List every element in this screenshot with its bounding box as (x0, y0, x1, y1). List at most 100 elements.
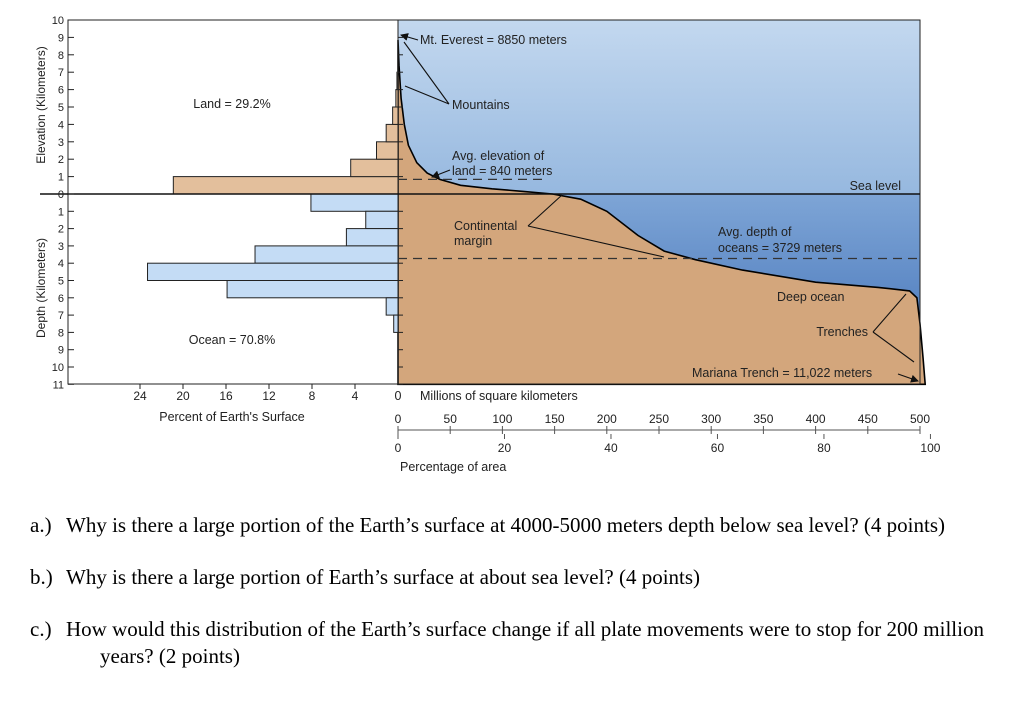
continental-margin-label-2: margin (454, 234, 492, 248)
land-bar-5 (395, 89, 399, 108)
elev-tick-6: 4 (58, 119, 64, 131)
ocean-bar-1 (365, 210, 399, 230)
elev-tick-10: 0 (58, 189, 64, 201)
depth-axis-label: Depth (Kilometers) (34, 238, 48, 338)
pa-tick-5: 100 (920, 441, 940, 455)
ocean-bar-4 (147, 262, 399, 282)
avg-depth-label-2: oceans = 3729 meters (718, 241, 842, 255)
area-tick-3: 150 (545, 412, 565, 426)
elev-tick-8: 2 (58, 154, 64, 166)
ocean-bar-7 (393, 314, 399, 333)
area-tick-9: 450 (858, 412, 878, 426)
area-tick-8: 400 (806, 412, 826, 426)
percent-surface-label: Percent of Earth's Surface (159, 410, 305, 424)
question-a-text: Why is there a large portion of the Eart… (66, 513, 945, 537)
question-a-label: a.) (30, 513, 52, 537)
everest-arrow (400, 33, 419, 41)
area-axis-zero: 0 (395, 389, 402, 403)
vertical-ruler (398, 19, 403, 385)
depth-tick-0: 1 (58, 206, 64, 218)
depth-tick-4: 5 (58, 276, 64, 288)
ocean-bar-5 (226, 280, 399, 299)
depth-tick-6: 7 (58, 310, 64, 322)
elev-tick-9: 1 (58, 172, 64, 184)
question-c-label: c.) (30, 617, 52, 641)
crust-area (397, 39, 927, 386)
question-b: b.) Why is there a large portion of Earth… (30, 564, 1010, 591)
pa-tick-0: 0 (395, 441, 402, 455)
depth-tick-3: 4 (58, 258, 64, 270)
land-bars (172, 71, 399, 195)
pct-tick-3: 12 (262, 389, 276, 403)
elev-tick-4: 6 (58, 85, 64, 97)
sea-level-label: Sea level (850, 179, 901, 193)
ocean-bar-6 (385, 297, 399, 316)
depth-tick-2: 3 (58, 241, 64, 253)
elev-tick-5: 5 (58, 102, 64, 114)
depth-tick-1: 2 (58, 224, 64, 236)
continental-margin-bracket (527, 194, 665, 258)
question-list: a.) Why is there a large portion of the E… (30, 512, 1010, 695)
percentage-area-label: Percentage of area (400, 460, 506, 474)
land-bar-4 (392, 106, 399, 125)
everest-label: Mt. Everest = 8850 meters (420, 33, 567, 47)
mariana-arrow (897, 373, 919, 383)
depth-tick-10: 11 (53, 379, 64, 391)
elev-tick-1: 9 (58, 32, 64, 44)
avg-land-arrow (431, 169, 451, 179)
area-axis: 0 50 100 150 200 250 300 350 400 450 500 (395, 412, 930, 434)
pct-tick-5: 4 (352, 389, 359, 403)
depth-axis: 1 2 3 4 5 6 7 8 9 10 11 (52, 206, 74, 391)
elev-tick-2: 8 (58, 50, 64, 62)
land-bar-3 (385, 123, 399, 143)
land-bar-0 (172, 176, 399, 195)
avg-land-label-1: Avg. elevation of (452, 149, 545, 163)
area-tick-7: 350 (753, 412, 773, 426)
question-c-text: How would this distribution of the Earth… (66, 617, 984, 668)
ocean-bar-3 (254, 245, 399, 264)
land-bar-1 (350, 158, 399, 178)
trenches-bracket (872, 293, 915, 363)
area-tick-1: 50 (444, 412, 458, 426)
pct-tick-1: 20 (176, 389, 190, 403)
depth-tick-9: 10 (52, 362, 64, 374)
ocean-percent-label: Ocean = 70.8% (189, 333, 276, 347)
question-b-text: Why is there a large portion of Earth’s … (66, 565, 701, 589)
percentage-area-axis: 0 20 40 60 80 100 (395, 434, 941, 455)
area-tick-4: 200 (597, 412, 617, 426)
pa-tick-2: 40 (604, 441, 618, 455)
elev-tick-0: 10 (52, 15, 64, 27)
ocean-bars (147, 193, 399, 333)
elevation-axis-label: Elevation (Kilometers) (34, 46, 48, 163)
percent-surface-axis: 24 20 16 12 8 4 (133, 384, 359, 403)
deep-ocean-label: Deep ocean (777, 290, 844, 304)
area-tick-10: 500 (910, 412, 930, 426)
mariana-label: Mariana Trench = 11,022 meters (692, 366, 872, 380)
continental-margin-label-1: Continental (454, 219, 517, 233)
ocean-bar-2 (345, 228, 399, 247)
depth-tick-8: 9 (58, 345, 64, 357)
sky-background (398, 20, 920, 194)
depth-tick-5: 6 (58, 293, 64, 305)
avg-depth-label-1: Avg. depth of (718, 225, 792, 239)
elev-tick-7: 3 (58, 137, 64, 149)
pa-tick-4: 80 (817, 441, 831, 455)
land-bar-2 (376, 141, 399, 160)
question-c: c.) How would this distribution of the Ea… (30, 616, 1010, 670)
pa-tick-1: 20 (498, 441, 512, 455)
area-axis-label: Millions of square kilometers (420, 389, 578, 403)
pct-tick-0: 24 (133, 389, 147, 403)
question-a: a.) Why is there a large portion of the E… (30, 512, 1010, 539)
area-tick-6: 300 (701, 412, 721, 426)
land-bar-6 (396, 71, 399, 91)
pa-tick-3: 60 (711, 441, 725, 455)
pct-tick-4: 8 (309, 389, 316, 403)
mountains-bracket (403, 41, 450, 105)
area-tick-2: 100 (492, 412, 512, 426)
avg-land-label-2: land = 840 meters (452, 164, 552, 178)
area-tick-5: 250 (649, 412, 669, 426)
area-tick-0: 0 (395, 412, 402, 426)
ocean-bar-0 (310, 193, 399, 212)
